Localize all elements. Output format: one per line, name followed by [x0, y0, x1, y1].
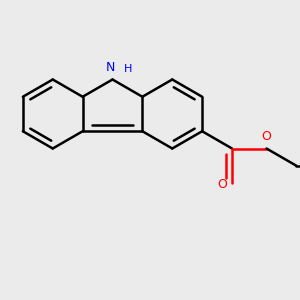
Text: N: N [105, 61, 115, 74]
Text: O: O [218, 178, 227, 191]
Text: O: O [262, 130, 272, 143]
Text: H: H [124, 64, 132, 74]
